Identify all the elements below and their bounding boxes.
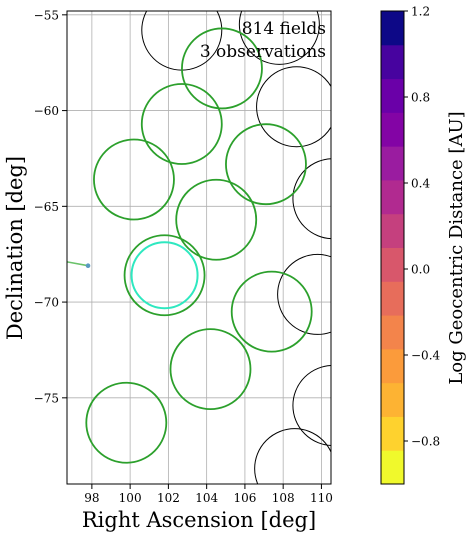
- x-tick-label: 110: [310, 491, 333, 505]
- track-line: [67, 261, 89, 267]
- observed-field-circle: [225, 123, 307, 206]
- x-axis-label: Right Ascension [deg]: [82, 508, 316, 532]
- grid: [67, 11, 331, 484]
- y-tick-label: −55: [34, 8, 59, 22]
- observed-field-circle: [85, 381, 168, 464]
- axis-ticks: 98 100 102 104 106 108 110 −55 −60 −65 −70 −75: [34, 8, 333, 505]
- unobserved-field-circle: [254, 428, 331, 484]
- colorbar-segment: [381, 44, 404, 80]
- colorbar-segment: [381, 416, 404, 451]
- colorbar-tick-label: 0.0: [411, 263, 430, 277]
- x-tick-label: 98: [84, 491, 99, 505]
- colorbar-segment: [381, 281, 404, 316]
- observed-field-circle: [93, 138, 175, 221]
- x-tick-label: 106: [233, 491, 256, 505]
- y-axis-label: Declination [deg]: [3, 156, 27, 340]
- colorbar-ticks: 1.2 0.8 0.4 0.0 −0.4 −0.8: [404, 5, 441, 449]
- x-tick-label: 102: [157, 491, 180, 505]
- observation-count-annotation: 3 observations: [200, 42, 326, 62]
- observed-field-circle: [169, 328, 252, 411]
- plot-frame: [66, 10, 332, 485]
- colorbar: [381, 11, 404, 485]
- unobserved-field-circle: [292, 365, 331, 446]
- colorbar-segment: [381, 213, 404, 248]
- colorbar-tick-label: 0.4: [411, 177, 430, 191]
- colorbar-segment: [381, 450, 404, 485]
- colorbar-segment: [381, 315, 404, 350]
- x-tick-label: 100: [119, 491, 142, 505]
- colorbar-segment: [381, 146, 404, 181]
- y-tick-label: −70: [34, 296, 59, 310]
- colorbar-segment: [381, 382, 404, 417]
- field-circles: [67, 11, 331, 484]
- unobserved-field-circle: [292, 158, 331, 240]
- y-tick-label: −60: [34, 104, 59, 118]
- y-tick-label: −75: [34, 391, 59, 405]
- colorbar-frame: [380, 10, 405, 485]
- y-tick-label: −65: [34, 200, 59, 214]
- colorbar-segment: [381, 11, 404, 46]
- observed-field-circle: [181, 27, 263, 110]
- highlighted-field-circle: [130, 241, 199, 310]
- unobserved-field-circle: [238, 11, 320, 65]
- colorbar-tick-label: 1.2: [411, 5, 430, 19]
- colorbar-tick-label: −0.4: [411, 349, 441, 363]
- x-tick-label: 108: [272, 491, 295, 505]
- x-tick-label: 104: [195, 491, 218, 505]
- observed-field-circle: [140, 83, 223, 165]
- colorbar-label: Log Geocentric Distance [AU]: [446, 111, 467, 384]
- colorbar-segment: [381, 78, 404, 113]
- track-point: [85, 263, 91, 268]
- observed-field-circle: [123, 234, 206, 317]
- observed-field-circle: [175, 178, 258, 261]
- colorbar-tick-label: −0.8: [411, 435, 440, 449]
- colorbar-segment: [381, 179, 404, 215]
- colorbar-tick-label: 0.8: [411, 91, 430, 105]
- observed-field-circle: [230, 270, 313, 353]
- field-count-annotation: 814 fields: [242, 19, 326, 39]
- colorbar-segment: [381, 112, 404, 147]
- colorbar-segment: [381, 348, 404, 384]
- unobserved-field-circle: [256, 66, 331, 148]
- unobserved-field-circle: [277, 253, 331, 335]
- colorbar-segment: [381, 247, 404, 282]
